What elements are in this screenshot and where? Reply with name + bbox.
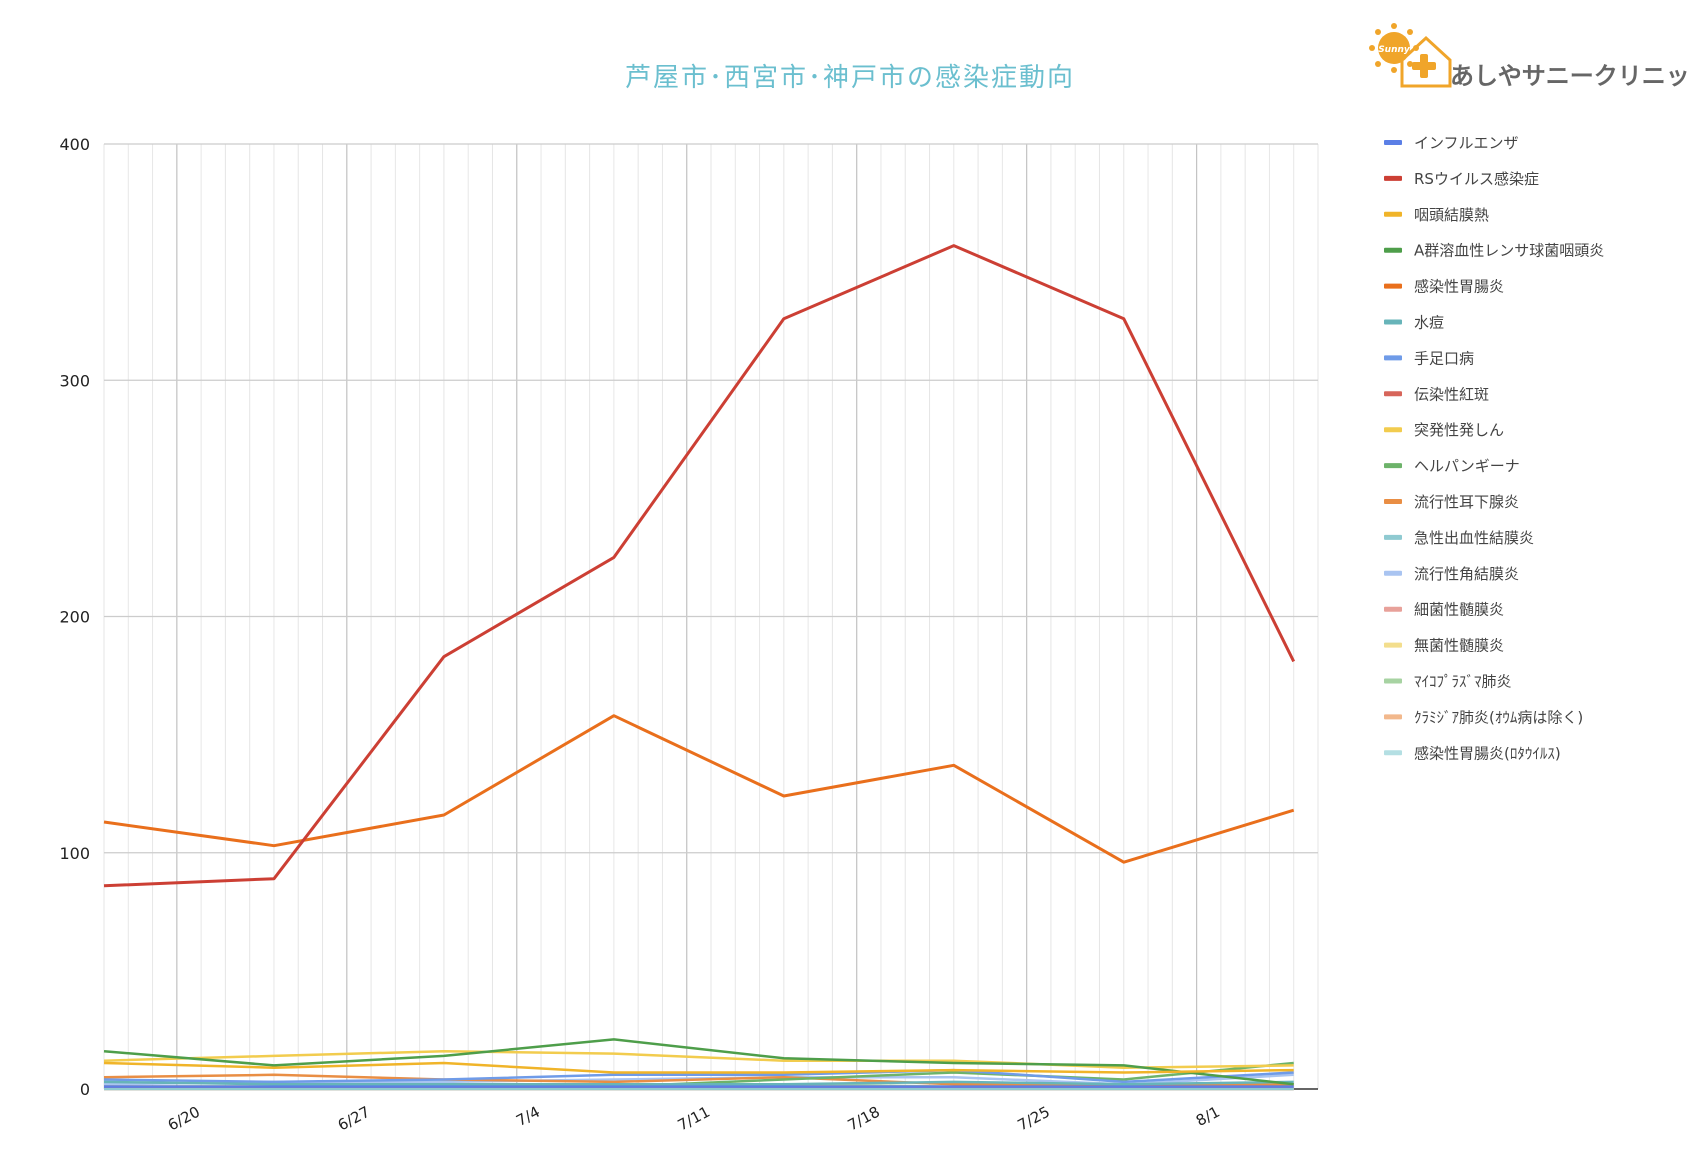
x-axis: 6/20 6/27 7/4 7/11 7/18 7/25 8/1 — [165, 1103, 1223, 1135]
x-tick-label: 7/18 — [845, 1103, 883, 1135]
x-tick-label: 6/20 — [165, 1103, 203, 1135]
y-tick-label: 0 — [80, 1080, 90, 1099]
y-axis: 0 100 200 300 400 — [59, 135, 90, 1099]
legend-label: 手足口病 — [1414, 349, 1474, 367]
y-tick-label: 400 — [59, 135, 90, 154]
legend-label: 突発性発しん — [1414, 421, 1504, 439]
series-line-5 — [103, 714, 1295, 864]
clinic-name: あしやサニークリニック — [1450, 62, 1690, 90]
legend-swatch — [1384, 247, 1402, 253]
logo-badge-text: Sunny — [1378, 45, 1411, 55]
legend-swatch — [1384, 534, 1402, 540]
y-tick-label: 300 — [59, 371, 90, 390]
grid-major — [104, 143, 1318, 1090]
chart-title: 芦屋市･西宮市･神戸市の感染症動向 — [625, 63, 1075, 93]
legend-swatch — [1384, 283, 1402, 289]
x-tick-label: 6/27 — [335, 1103, 373, 1135]
legend-swatch — [1384, 678, 1402, 684]
y-tick-label: 100 — [59, 844, 90, 863]
legend-swatch — [1384, 140, 1402, 145]
legend-swatch — [1384, 355, 1402, 361]
legend-label: 伝染性紅斑 — [1414, 385, 1489, 403]
series-lines — [103, 244, 1296, 1091]
clinic-logo: Sunny あしやサニークリニック — [1369, 23, 1690, 90]
legend-swatch — [1384, 211, 1402, 217]
legend-label: 水痘 — [1414, 314, 1444, 332]
series-line-3 — [103, 1061, 1294, 1074]
legend-label: ヘルパンギーナ — [1414, 457, 1520, 475]
legend-label: 流行性耳下腺炎 — [1414, 493, 1519, 511]
legend-label: 無菌性髄膜炎 — [1414, 637, 1504, 655]
legend-label: 感染性胃腸炎(ﾛﾀｳｲﾙｽ) — [1414, 744, 1561, 762]
legend-label: RSウイルス感染症 — [1414, 170, 1539, 188]
legend-label: 感染性胃腸炎 — [1414, 278, 1504, 296]
legend-swatch — [1384, 714, 1402, 720]
house-icon — [1400, 35, 1452, 88]
x-tick-label: 7/11 — [675, 1103, 713, 1135]
series-line-2 — [103, 244, 1296, 888]
series-line-6 — [103, 1080, 1294, 1086]
series-line-4 — [103, 1038, 1294, 1086]
x-tick-label: 8/1 — [1193, 1103, 1223, 1130]
legend-swatch — [1384, 175, 1402, 181]
plus-icon — [1412, 54, 1436, 78]
legend-label: ｸﾗﾐｼﾞｱ肺炎(ｵｳﾑ病は除く) — [1414, 708, 1583, 726]
legend-label: A群溶血性レンサ球菌咽頭炎 — [1414, 242, 1604, 260]
legend-label: インフルエンザ — [1414, 134, 1519, 152]
legend-swatch — [1384, 391, 1402, 397]
legend-swatch — [1384, 642, 1402, 648]
legend-label: 細菌性髄膜炎 — [1414, 601, 1504, 619]
legend-swatch — [1384, 570, 1402, 576]
x-tick-label: 7/4 — [513, 1103, 543, 1130]
legend-swatch — [1384, 427, 1402, 433]
series-line-9 — [103, 1049, 1294, 1069]
sun-icon: Sunny — [1369, 23, 1419, 73]
legend-swatch — [1384, 606, 1402, 612]
y-tick-label: 200 — [59, 608, 90, 627]
legend-swatch — [1384, 319, 1402, 325]
legend-swatch — [1384, 499, 1402, 504]
legend-swatch — [1384, 750, 1402, 756]
legend-swatch — [1384, 463, 1402, 469]
legend-label: 急性出血性結膜炎 — [1414, 529, 1534, 547]
x-tick-label: 7/25 — [1015, 1103, 1053, 1135]
series-line-7 — [103, 1068, 1294, 1084]
legend-label: 咽頭結膜熱 — [1414, 206, 1489, 224]
legend-label: 流行性角結膜炎 — [1414, 565, 1519, 583]
legend-label: ﾏｲｺﾌﾟﾗｽﾞﾏ肺炎 — [1414, 673, 1512, 691]
